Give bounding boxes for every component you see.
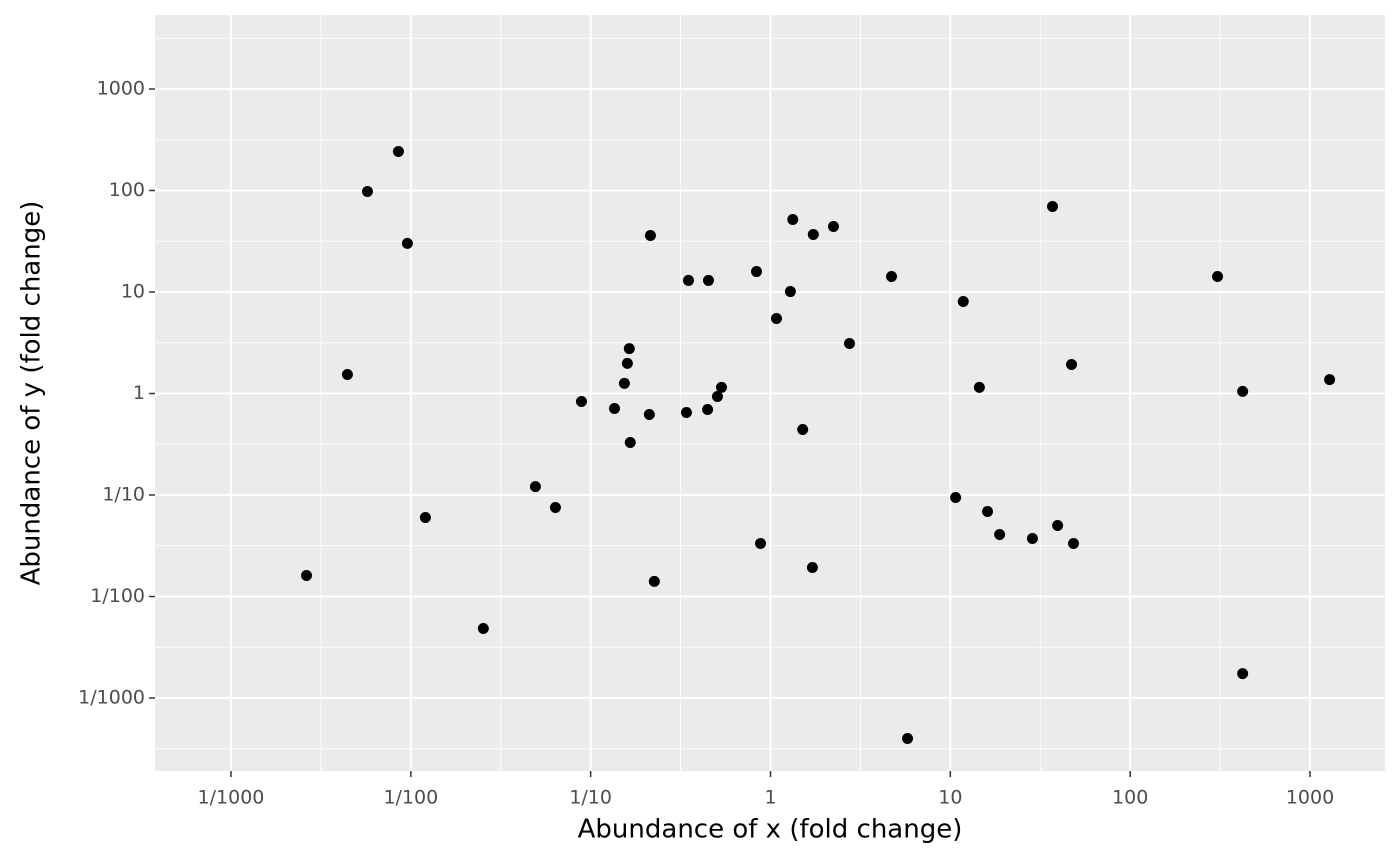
point	[771, 313, 783, 325]
point	[702, 403, 714, 415]
y-tick-label: 1	[133, 382, 145, 404]
point	[648, 575, 660, 587]
point	[844, 337, 856, 349]
point	[982, 505, 994, 517]
y-tick-label: 1/100	[90, 585, 145, 607]
point	[751, 266, 763, 278]
point	[419, 512, 431, 524]
point	[549, 502, 561, 514]
point	[1237, 385, 1249, 397]
point	[301, 570, 313, 582]
point	[643, 409, 655, 421]
point	[957, 296, 969, 308]
point	[361, 186, 373, 198]
point	[827, 220, 839, 232]
point	[1212, 271, 1224, 283]
point	[644, 230, 656, 242]
point	[575, 396, 587, 408]
point	[621, 357, 633, 369]
point	[950, 492, 962, 504]
point	[784, 286, 796, 298]
point	[711, 391, 723, 403]
y-tick-label: 1/1000	[78, 687, 145, 709]
point	[1052, 519, 1064, 531]
y-tick-label: 100	[109, 179, 145, 201]
point	[787, 213, 799, 225]
x-axis-title: Abundance of x (fold change)	[578, 815, 963, 845]
point	[1047, 201, 1059, 213]
point	[994, 529, 1006, 541]
y-tick-label: 1000	[97, 77, 145, 99]
point	[1026, 532, 1038, 544]
point	[683, 274, 695, 286]
x-tick-label: 1	[764, 787, 776, 809]
y-tick-label: 1/10	[102, 484, 145, 506]
point	[797, 423, 809, 435]
point	[680, 406, 692, 418]
point	[618, 377, 630, 389]
point	[1067, 537, 1079, 549]
point	[529, 481, 541, 493]
x-tick-label: 100	[1112, 787, 1148, 809]
point	[1237, 668, 1249, 680]
x-tick-label: 1/10	[569, 787, 612, 809]
point	[623, 343, 635, 355]
y-tick-label: 10	[121, 280, 145, 302]
point	[755, 537, 767, 549]
x-tick-label: 1000	[1286, 787, 1334, 809]
point	[715, 381, 727, 393]
point	[392, 146, 404, 158]
y-axis-title: Abundance of y (fold change)	[17, 201, 47, 586]
x-tick-label: 10	[938, 787, 962, 809]
point	[609, 403, 621, 415]
x-tick-label: 1/100	[383, 787, 438, 809]
point	[806, 562, 818, 574]
point	[401, 237, 413, 249]
point	[624, 437, 636, 449]
point	[1324, 374, 1336, 386]
x-tick-label: 1/1000	[198, 787, 265, 809]
point	[807, 228, 819, 240]
point	[702, 274, 714, 286]
point	[902, 733, 914, 745]
point	[973, 381, 985, 393]
point	[477, 623, 489, 635]
point	[341, 368, 353, 380]
point	[886, 271, 898, 283]
point	[1066, 359, 1078, 371]
